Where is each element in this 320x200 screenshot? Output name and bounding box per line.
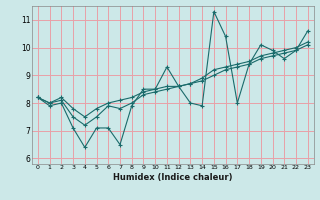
- X-axis label: Humidex (Indice chaleur): Humidex (Indice chaleur): [113, 173, 233, 182]
